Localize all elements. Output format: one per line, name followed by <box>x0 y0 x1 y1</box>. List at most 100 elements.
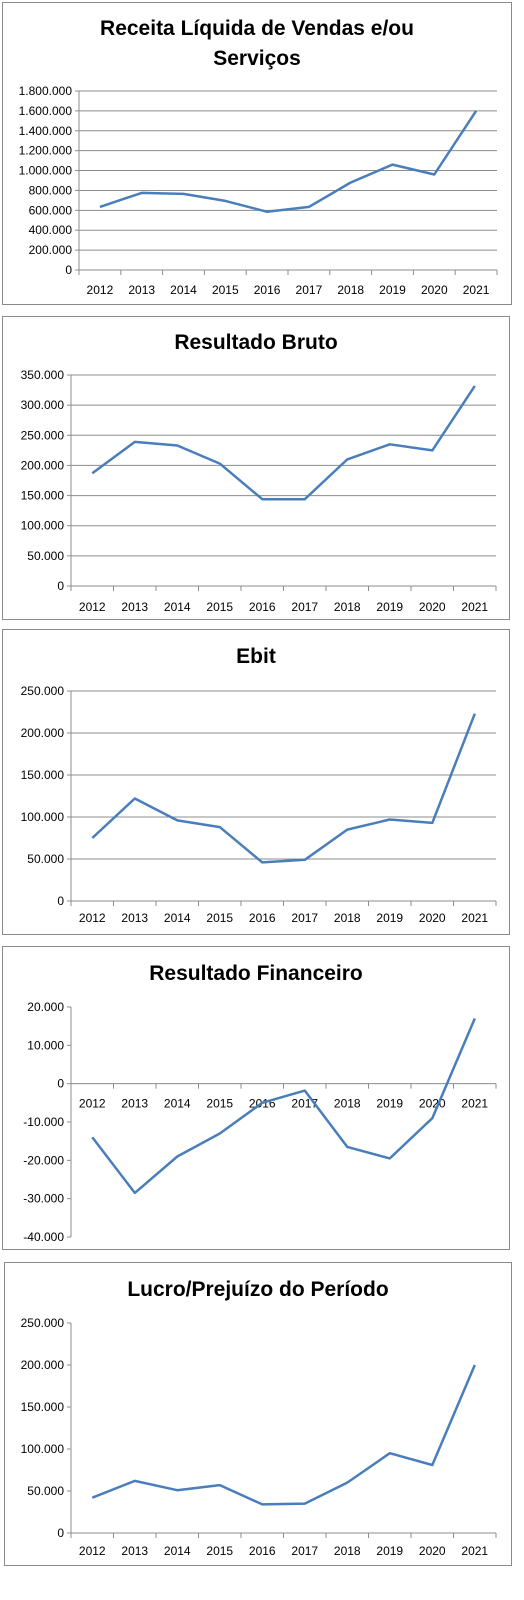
x-tick-label: 2015 <box>206 1544 233 1558</box>
x-tick-label: 2013 <box>128 283 155 297</box>
y-tick-label: 20.000 <box>27 1000 64 1014</box>
chart-title-receita: Receita Líquida de Vendas e/ou Serviços <box>100 17 414 70</box>
x-tick-label: 2013 <box>121 1544 148 1558</box>
x-tick-label: 2016 <box>254 283 281 297</box>
y-tick-label: 100.000 <box>21 519 65 533</box>
y-tick-label: 800.000 <box>29 183 73 197</box>
x-tick-label: 2015 <box>206 600 233 614</box>
x-tick-label: 2021 <box>461 600 488 614</box>
chart-panel-resultado-financeiro: Resultado Financeiro -40.000 -30.000 -20.0… <box>2 946 510 1250</box>
x-tick-label: 2018 <box>334 600 361 614</box>
chart-plot-ebit: 0 50.000 100.000 150.000 200.000 250.000 2012 2… <box>21 684 497 925</box>
x-tick-label: 2018 <box>334 1097 361 1111</box>
chart-plot-receita: 0 200.000 400.000 600.000 800.000 1.000.000 1.… <box>19 84 498 297</box>
x-tick-label: 2020 <box>419 600 446 614</box>
chart-panel-receita: Receita Líquida de Vendas e/ou Serviços … <box>2 2 512 305</box>
y-tick-label: 100.000 <box>21 1442 65 1456</box>
x-tick-label: 2018 <box>334 911 361 925</box>
chart-plot-resultado-financeiro: -40.000 -30.000 -20.000 -10.000 0 10.000 20.00… <box>23 1000 497 1244</box>
x-tick-label: 2016 <box>249 600 276 614</box>
x-tick-label: 2017 <box>296 283 323 297</box>
x-tick-label: 2019 <box>379 283 406 297</box>
x-tick-label: 2019 <box>376 1097 403 1111</box>
x-tick-label: 2019 <box>376 911 403 925</box>
y-tick-label: 50.000 <box>27 852 64 866</box>
series-line <box>91 1364 476 1506</box>
x-tick-label: 2015 <box>206 911 233 925</box>
chart-title-resultado-bruto: Resultado Bruto <box>174 331 338 354</box>
y-tick-label: 200.000 <box>21 1358 65 1372</box>
y-tick-label: 150.000 <box>21 489 65 503</box>
chart-plot-lucro: 0 50.000 100.000 150.000 200.000 250.000 2012 2… <box>21 1316 497 1558</box>
y-tick-label: 0 <box>57 1077 64 1091</box>
x-tick-label: 2020 <box>421 283 448 297</box>
y-tick-label: 150.000 <box>21 1400 65 1414</box>
x-tick-label: 2020 <box>419 911 446 925</box>
y-tick-label: -10.000 <box>23 1115 64 1129</box>
x-tick-label: 2021 <box>461 911 488 925</box>
y-tick-label: 0 <box>65 263 72 277</box>
series-line <box>91 1018 476 1195</box>
x-tick-label: 2021 <box>463 283 490 297</box>
x-tick-label: 2018 <box>334 1544 361 1558</box>
y-tick-label: 10.000 <box>27 1038 64 1052</box>
y-tick-label: 50.000 <box>27 549 64 563</box>
y-tick-label: 600.000 <box>29 203 73 217</box>
y-tick-label: 0 <box>57 1526 64 1540</box>
x-tick-label: 2021 <box>461 1544 488 1558</box>
y-tick-label: -20.000 <box>23 1153 64 1167</box>
y-tick-label: 250.000 <box>21 684 65 698</box>
series-line <box>91 713 476 864</box>
chart-plot-resultado-bruto: 0 50.000 100.000 150.000 200.000 250.000 300.0… <box>21 368 497 614</box>
chart-panel-resultado-bruto: Resultado Bruto 0 50.000 100.000 150.000 200… <box>2 316 510 620</box>
y-tick-label: 150.000 <box>21 768 65 782</box>
y-tick-label: 1.000.000 <box>19 164 73 178</box>
y-tick-label: 200.000 <box>21 458 65 472</box>
y-tick-label: 1.800.000 <box>19 84 73 98</box>
y-tick-label: 300.000 <box>21 398 65 412</box>
x-tick-label: 2016 <box>249 1544 276 1558</box>
x-tick-label: 2015 <box>212 283 239 297</box>
y-tick-label: -40.000 <box>23 1230 64 1244</box>
y-tick-label: 1.400.000 <box>19 124 73 138</box>
chart-title-lucro: Lucro/Prejuízo do Período <box>127 1278 389 1301</box>
y-tick-label: 200.000 <box>21 726 65 740</box>
chart-title-ebit: Ebit <box>236 645 276 668</box>
y-tick-label: 1.200.000 <box>19 144 73 158</box>
x-tick-label: 2016 <box>249 911 276 925</box>
chart-panel-lucro: Lucro/Prejuízo do Período 0 50.000 100.000… <box>4 1262 512 1566</box>
x-tick-label: 2017 <box>291 1544 318 1558</box>
x-tick-label: 2014 <box>164 911 191 925</box>
series-line <box>91 385 476 501</box>
x-tick-label: 2012 <box>87 283 114 297</box>
y-tick-label: 250.000 <box>21 1316 65 1330</box>
y-tick-label: 250.000 <box>21 428 65 442</box>
x-tick-label: 2012 <box>79 911 106 925</box>
x-tick-label: 2013 <box>121 911 148 925</box>
series-line <box>99 110 478 214</box>
x-tick-label: 2012 <box>79 1097 106 1111</box>
y-tick-label: 1.600.000 <box>19 104 73 118</box>
x-tick-label: 2021 <box>461 1097 488 1111</box>
y-tick-label: 0 <box>57 579 64 593</box>
x-tick-label: 2012 <box>79 1544 106 1558</box>
x-tick-label: 2017 <box>291 600 318 614</box>
x-tick-label: 2019 <box>376 1544 403 1558</box>
x-tick-label: 2013 <box>121 600 148 614</box>
x-tick-label: 2014 <box>164 1544 191 1558</box>
y-tick-label: 0 <box>57 894 64 908</box>
y-tick-label: 50.000 <box>27 1484 64 1498</box>
x-tick-label: 2017 <box>291 911 318 925</box>
x-tick-label: 2014 <box>164 1097 191 1111</box>
y-tick-label: 350.000 <box>21 368 65 382</box>
y-tick-label: -30.000 <box>23 1192 64 1206</box>
x-tick-label: 2020 <box>419 1544 446 1558</box>
x-tick-label: 2014 <box>170 283 197 297</box>
x-tick-label: 2019 <box>376 600 403 614</box>
y-tick-label: 400.000 <box>29 223 73 237</box>
x-tick-label: 2013 <box>121 1097 148 1111</box>
y-tick-label: 200.000 <box>29 243 73 257</box>
x-tick-label: 2014 <box>164 600 191 614</box>
chart-title-resultado-financeiro: Resultado Financeiro <box>149 962 363 985</box>
x-tick-label: 2015 <box>206 1097 233 1111</box>
